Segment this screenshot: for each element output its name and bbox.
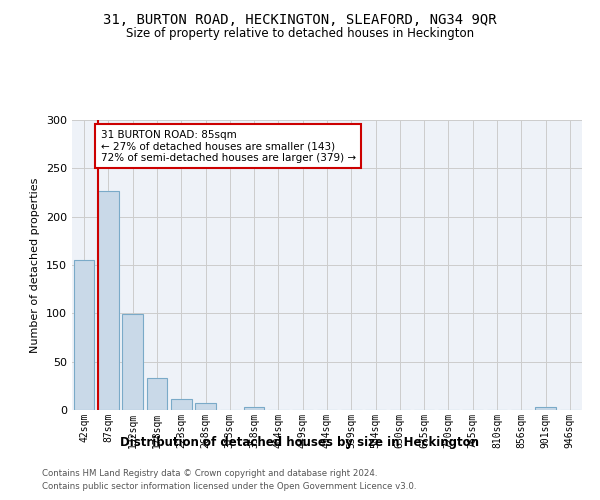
Bar <box>98 190 119 410</box>
Bar <box>535 407 556 410</box>
Bar <box>74 260 94 410</box>
Text: Contains public sector information licensed under the Open Government Licence v3: Contains public sector information licen… <box>42 482 416 491</box>
Text: Distribution of detached houses by size in Heckington: Distribution of detached houses by size … <box>121 436 479 449</box>
Bar <box>244 407 265 410</box>
Bar <box>146 378 167 410</box>
Bar <box>122 314 143 410</box>
Y-axis label: Number of detached properties: Number of detached properties <box>31 178 40 352</box>
Text: 31 BURTON ROAD: 85sqm
← 27% of detached houses are smaller (143)
72% of semi-det: 31 BURTON ROAD: 85sqm ← 27% of detached … <box>101 130 356 163</box>
Text: 31, BURTON ROAD, HECKINGTON, SLEAFORD, NG34 9QR: 31, BURTON ROAD, HECKINGTON, SLEAFORD, N… <box>103 12 497 26</box>
Text: Size of property relative to detached houses in Heckington: Size of property relative to detached ho… <box>126 28 474 40</box>
Text: Contains HM Land Registry data © Crown copyright and database right 2024.: Contains HM Land Registry data © Crown c… <box>42 468 377 477</box>
Bar <box>171 400 191 410</box>
Bar <box>195 403 216 410</box>
